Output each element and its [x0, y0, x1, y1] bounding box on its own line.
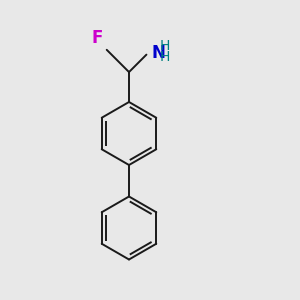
- Text: F: F: [92, 29, 103, 47]
- Text: N: N: [152, 44, 165, 62]
- Text: H: H: [159, 39, 170, 52]
- Text: H: H: [159, 50, 170, 64]
